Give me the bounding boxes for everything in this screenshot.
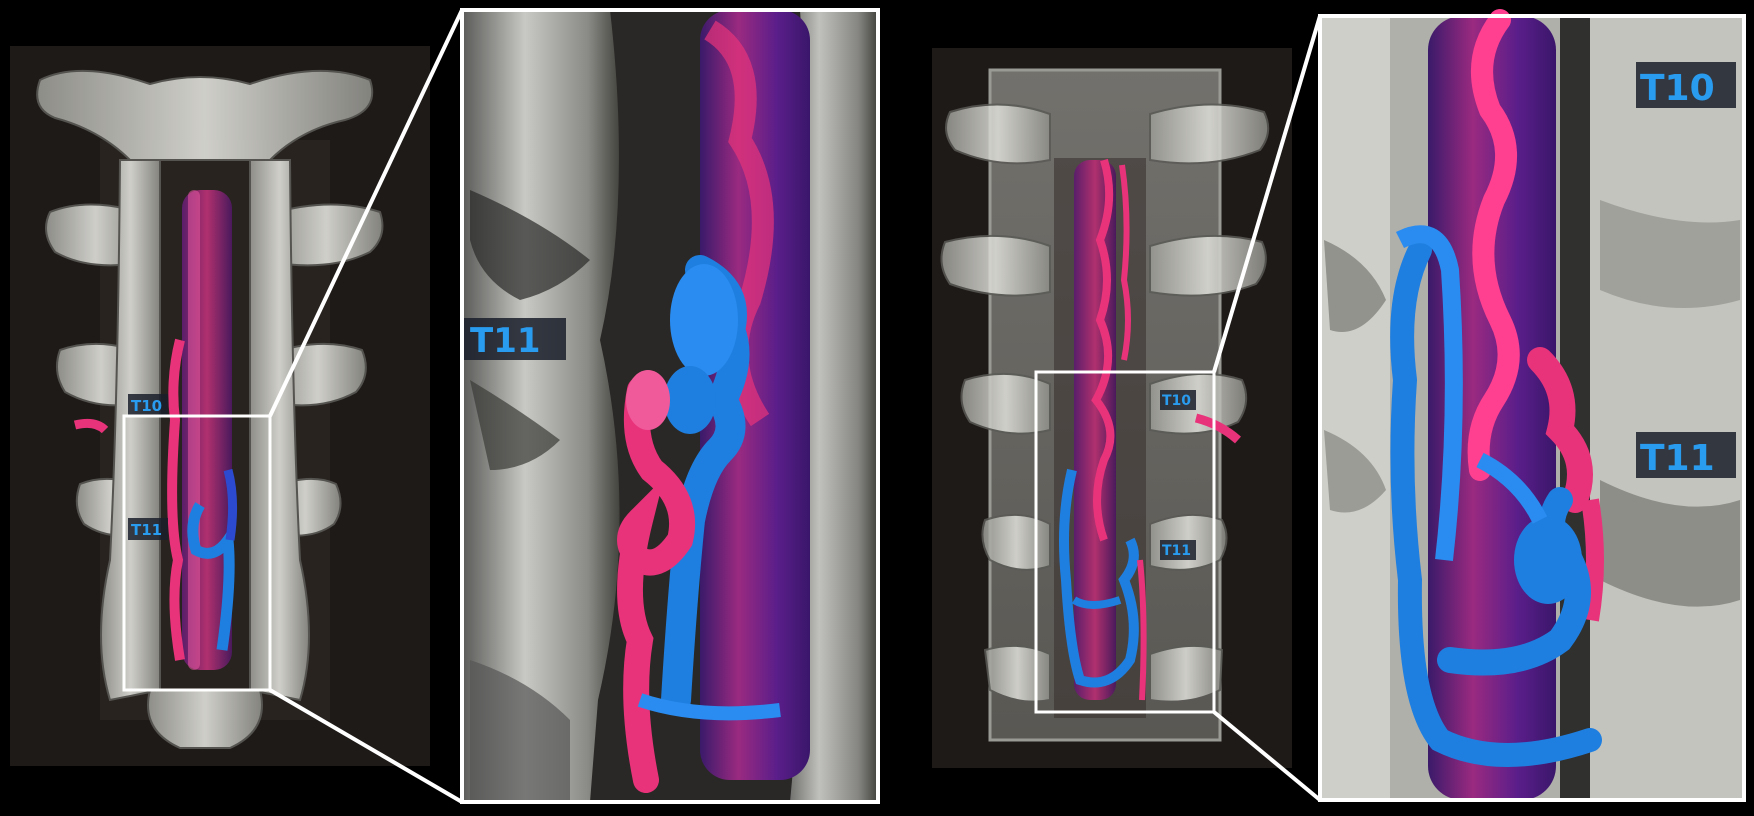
right-zoom-photo: T10 T11 (1318, 9, 1746, 802)
left-zoom-photo: T11 (460, 8, 880, 804)
left-vein (187, 502, 235, 651)
right-overview-label-t11: T11 (1162, 543, 1191, 559)
right-inset-frame (1034, 370, 1216, 714)
left-vertebral-column (36, 69, 384, 749)
left-zoom-frame (460, 8, 880, 804)
right-overview-photo: T10 T11 (932, 48, 1292, 768)
right-overview-label-t10: T10 (1162, 393, 1191, 409)
right-zoom-label-t11: T11 (1640, 438, 1715, 479)
right-zoom-frame (1318, 14, 1746, 802)
left-zoom-connectors (268, 9, 464, 804)
right-vertebral-column (940, 103, 1270, 703)
right-zoom-artery (1467, 9, 1520, 481)
right-zoom-vein (1390, 238, 1602, 767)
left-zoom-label-t11: T11 (470, 321, 541, 361)
left-artery (167, 338, 185, 661)
right-artery (1091, 158, 1115, 542)
left-inset-frame (122, 414, 272, 692)
left-overview-label-t11: T11 (131, 521, 162, 539)
left-overview-photo: T10 T11 (10, 46, 430, 766)
left-zoom-artery (617, 377, 696, 793)
right-vein (1059, 468, 1139, 688)
left-overview-label-t10: T10 (131, 397, 162, 415)
right-zoom-connectors (1212, 15, 1322, 802)
right-zoom-label-t10: T10 (1640, 68, 1715, 109)
